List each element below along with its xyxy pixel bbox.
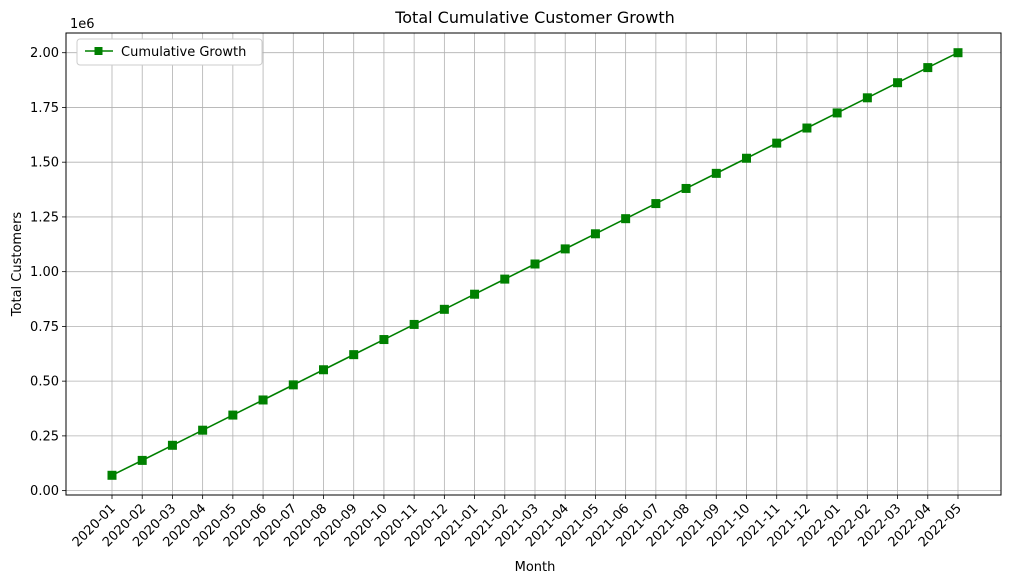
legend-marker <box>94 47 103 55</box>
data-point-marker <box>802 123 812 133</box>
data-point-marker <box>500 274 510 284</box>
data-point-marker <box>893 78 903 88</box>
data-point-marker <box>379 335 389 345</box>
x-axis-title: Month <box>515 560 556 575</box>
y-tick-label: 1.00 <box>30 265 59 280</box>
data-point-marker <box>258 395 268 405</box>
chart-title: Total Cumulative Customer Growth <box>394 8 675 27</box>
y-tick-label: 1.25 <box>30 210 59 225</box>
data-point-marker <box>742 153 751 163</box>
data-series <box>107 48 963 480</box>
data-point-marker <box>651 199 661 209</box>
data-point-marker <box>560 244 570 254</box>
data-point-marker <box>349 350 359 360</box>
data-point-marker <box>167 440 177 450</box>
data-point-marker <box>107 470 117 480</box>
y-tick-label: 1.75 <box>30 101 59 116</box>
data-point-marker <box>470 289 480 299</box>
data-point-marker <box>288 380 298 390</box>
legend: Cumulative Growth <box>76 38 263 66</box>
data-point-marker <box>409 319 419 329</box>
data-point-marker <box>772 138 782 148</box>
legend-box <box>76 38 263 66</box>
data-point-marker <box>228 410 238 420</box>
y-axis-offset-label: 1e6 <box>70 17 95 32</box>
data-point-marker <box>198 425 208 435</box>
y-tick-label: 1.50 <box>30 156 59 171</box>
data-point-marker <box>439 304 449 314</box>
y-axis-title: Total Customers <box>10 212 25 318</box>
data-point-marker <box>832 108 842 118</box>
y-tick-label: 0.75 <box>30 320 59 335</box>
y-tick-label: 0.50 <box>30 375 59 390</box>
data-point-marker <box>681 183 691 193</box>
y-tick-label: 0.25 <box>30 429 59 444</box>
data-point-marker <box>319 365 328 375</box>
legend-label: Cumulative Growth <box>121 45 246 60</box>
plot-frame <box>65 32 1002 496</box>
data-point-marker <box>953 48 963 58</box>
y-axis: 0.00 0.25 0.50 0.75 1.00 1.25 1.50 1.75 2.00 <box>30 46 66 499</box>
data-point-marker <box>530 259 540 269</box>
y-tick-label: 0.00 <box>30 484 59 499</box>
y-tick-label: 2.00 <box>30 46 59 61</box>
data-point-marker <box>862 93 872 103</box>
x-axis: 2020-012020-022020-032020-042020-052020-… <box>70 495 965 550</box>
data-point-marker <box>137 455 147 465</box>
data-point-marker <box>923 63 933 73</box>
data-point-marker <box>621 214 631 224</box>
data-point-marker <box>590 229 600 239</box>
data-point-marker <box>711 168 721 178</box>
